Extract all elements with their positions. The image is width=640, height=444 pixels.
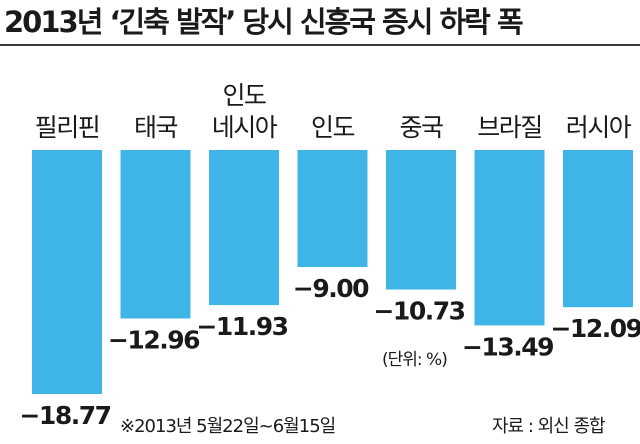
value-label-2: −12.96 <box>108 326 200 355</box>
unit-label: (단위: %) <box>382 350 448 370</box>
source-label: 자료 : 외신 종합 <box>492 416 606 437</box>
category-label-1: 필리핀 <box>35 113 100 142</box>
value-label-5: −10.73 <box>373 297 464 326</box>
bar-5 <box>386 150 456 290</box>
footnote: ※2013년 5월22일~6월15일 <box>120 416 336 437</box>
value-label-1: −18.77 <box>19 401 110 430</box>
bar-6 <box>474 150 545 326</box>
chart-title: 2013년 ‘긴축 발작’ 당시 신흥국 증시 하락 폭 <box>4 5 524 39</box>
value-label-7: −12.09 <box>550 314 640 343</box>
category-label-3: 인도 네시아 <box>212 81 278 142</box>
bar-3 <box>209 150 279 306</box>
category-label-4: 인도 <box>311 113 355 142</box>
category-label-2: 태국 <box>134 113 178 142</box>
category-label-7: 러시아 <box>566 113 632 142</box>
value-labels: −18.77 −12.96−11.93−9.00−10.73 −13.49−12.0… <box>19 274 640 430</box>
bars-group <box>32 150 633 394</box>
value-label-3: −11.93 <box>196 312 287 341</box>
value-label-6: −13.49 <box>462 332 553 361</box>
bar-4 <box>297 150 368 267</box>
title-divider <box>0 44 640 46</box>
bar-2 <box>120 150 191 319</box>
category-label-6: 브라질 <box>477 113 542 142</box>
bar-7 <box>563 150 633 308</box>
value-label-4: −9.00 <box>293 274 369 303</box>
category-label-5: 중국 <box>399 113 443 142</box>
bar-1 <box>32 150 102 394</box>
